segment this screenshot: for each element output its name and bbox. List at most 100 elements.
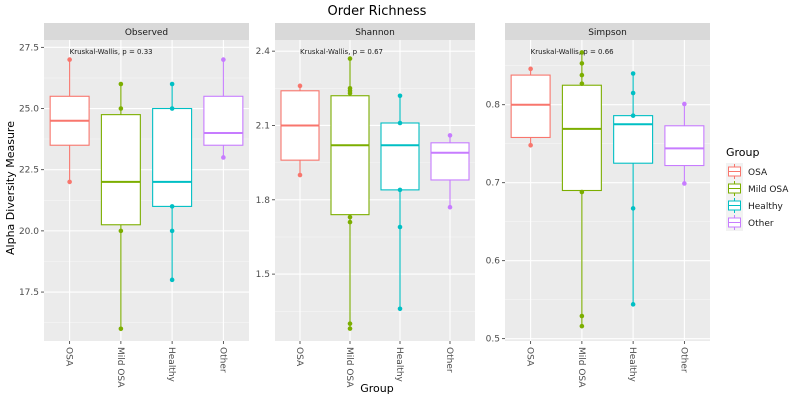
x-tick-label: Healthy	[627, 347, 637, 383]
box-iqr	[100, 114, 141, 226]
data-point	[347, 86, 353, 91]
x-tick-label: OSA	[294, 347, 304, 367]
legend-label: Other	[748, 219, 774, 229]
box-iqr	[664, 125, 705, 167]
box-iqr	[152, 107, 193, 207]
data-point	[118, 228, 124, 234]
facet-strip	[44, 23, 249, 40]
x-tick-label: Mild OSA	[576, 347, 586, 388]
legend-item-mild-osa: Mild OSA	[726, 180, 789, 197]
data-point	[297, 83, 303, 89]
box-healthy	[152, 81, 193, 283]
box-osa	[49, 57, 90, 185]
data-point	[579, 61, 585, 66]
data-point	[169, 277, 175, 283]
data-point	[297, 172, 303, 178]
facet-strip	[505, 23, 710, 40]
data-point	[397, 224, 403, 230]
data-point	[67, 57, 72, 62]
box-osa	[280, 83, 320, 178]
y-tick-label: 22.5	[19, 166, 39, 176]
x-tick-label: OSA	[64, 347, 74, 367]
x-tick-label: Healthy	[394, 347, 404, 383]
data-point	[528, 142, 533, 148]
legend-item-healthy: Healthy	[726, 197, 784, 214]
facet-strip-label: Simpson	[588, 28, 627, 38]
y-tick-label: 0.7	[486, 179, 500, 189]
data-point	[169, 228, 175, 234]
box-iqr	[613, 115, 654, 164]
data-point	[347, 326, 353, 331]
y-tick-label: 17.5	[19, 288, 39, 298]
chart-title: Order Richness	[328, 4, 427, 19]
box-osa	[510, 66, 551, 148]
data-point	[347, 321, 353, 326]
facet-panels: Observed 17.5 20.0 22.5 25.0 27.5 OSA Mild OSA H…	[19, 23, 710, 388]
x-axis-title: Group	[360, 382, 394, 395]
box-iqr	[203, 95, 244, 146]
data-point	[579, 189, 585, 195]
y-tick-label: 1.5	[256, 270, 270, 280]
x-tick-label: Healthy	[166, 347, 176, 383]
box-iqr	[561, 84, 602, 192]
data-point	[579, 50, 585, 55]
box-iqr	[380, 122, 420, 191]
kruskal-wallis-annotation: Kruskal-Wallis, p = 0.66	[531, 48, 615, 56]
data-point	[169, 106, 175, 111]
y-tick-label: 25.0	[19, 105, 39, 115]
y-tick-label: 0.5	[486, 335, 500, 345]
box-iqr	[430, 142, 470, 181]
x-tick-label: Mild OSA	[115, 347, 125, 388]
data-point	[682, 181, 687, 186]
y-tick-label: 20.0	[19, 227, 39, 237]
y-tick-label: 2.1	[256, 121, 270, 131]
box-other	[664, 101, 705, 186]
panel-observed: Observed 17.5 20.0 22.5 25.0 27.5 OSA Mild OSA H…	[19, 23, 249, 388]
y-tick-label: 27.5	[19, 43, 39, 53]
data-point	[397, 120, 403, 126]
x-tick-label: Other	[217, 347, 227, 373]
box-mild-osa	[330, 56, 370, 331]
data-point	[397, 187, 403, 193]
data-point	[397, 306, 403, 312]
data-point	[630, 71, 636, 76]
data-point	[221, 155, 226, 160]
data-point	[118, 81, 124, 87]
data-point	[579, 72, 585, 78]
facet-strip	[275, 23, 475, 40]
data-point	[579, 81, 585, 86]
data-point	[169, 81, 175, 87]
data-point	[579, 323, 585, 329]
x-tick-label: Other	[444, 347, 454, 373]
box-mild-osa	[100, 81, 141, 332]
data-point	[579, 313, 585, 319]
x-tick-label: Mild OSA	[344, 347, 354, 388]
box-mild-osa	[561, 50, 602, 329]
box-iqr	[330, 95, 370, 216]
data-point	[118, 106, 124, 111]
y-tick-label: 2.4	[256, 47, 271, 57]
data-point	[630, 302, 636, 307]
legend: Group OSA Mild OSA Healthy Other	[726, 146, 789, 231]
data-point	[630, 90, 636, 96]
legend-label: Healthy	[748, 202, 784, 212]
data-point	[118, 326, 124, 332]
y-tick-label: 0.8	[486, 101, 501, 111]
box-healthy	[380, 93, 420, 312]
kruskal-wallis-annotation: Kruskal-Wallis, p = 0.67	[300, 48, 383, 56]
data-point	[397, 93, 403, 99]
box-healthy	[613, 71, 654, 307]
kruskal-wallis-annotation: Kruskal-Wallis, p = 0.33	[70, 48, 153, 56]
panel-background	[44, 40, 249, 341]
data-point	[347, 214, 353, 220]
box-other	[430, 133, 470, 210]
data-point	[447, 204, 453, 210]
data-point	[682, 101, 687, 107]
data-point	[630, 206, 636, 211]
box-iqr	[510, 74, 551, 139]
legend-label: Mild OSA	[748, 185, 789, 195]
data-point	[347, 56, 353, 61]
panel-simpson: Simpson 0.5 0.6 0.7 0.8 OSA Mild OSA Healthy Oth…	[486, 23, 710, 388]
legend-title: Group	[726, 146, 760, 159]
